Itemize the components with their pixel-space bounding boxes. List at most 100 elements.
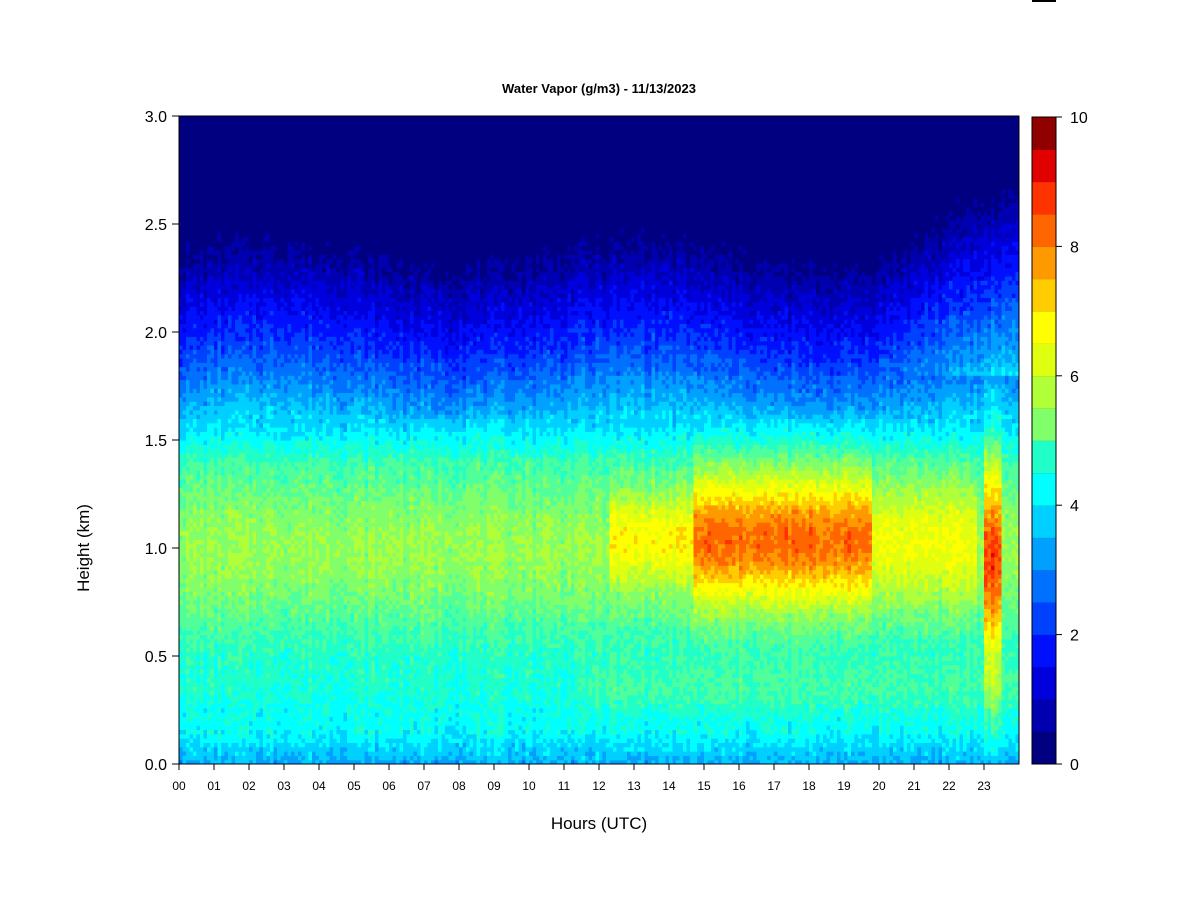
heatmap-cell	[245, 435, 250, 441]
heatmap-cell	[284, 172, 289, 178]
heatmap-cell	[259, 448, 264, 454]
heatmap-cell	[200, 370, 205, 376]
heatmap-cell	[259, 418, 264, 424]
heatmap-cell	[182, 202, 187, 208]
heatmap-cell	[259, 457, 264, 463]
heatmap-cell	[224, 310, 229, 316]
heatmap-cell	[231, 431, 236, 437]
heatmap-cell	[182, 176, 187, 182]
heatmap-cell	[280, 362, 285, 368]
heatmap-cell	[270, 539, 275, 545]
heatmap-cell	[221, 638, 226, 644]
heatmap-cell	[189, 746, 194, 752]
heatmap-cell	[249, 759, 254, 764]
heatmap-cell	[231, 608, 236, 614]
heatmap-cell	[221, 630, 226, 635]
heatmap-cell	[186, 137, 191, 143]
heatmap-cell	[189, 206, 194, 212]
heatmap-cell	[189, 297, 194, 303]
heatmap-cell	[270, 664, 275, 670]
heatmap-cell	[245, 383, 250, 389]
heatmap-cell	[273, 280, 278, 286]
heatmap-cell	[231, 746, 236, 752]
heatmap-cell	[203, 262, 208, 268]
heatmap-cell	[287, 133, 292, 139]
heatmap-cell	[284, 306, 289, 311]
heatmap-cell	[200, 224, 205, 229]
heatmap-cell	[189, 491, 194, 497]
heatmap-cell	[231, 176, 236, 182]
heatmap-cell	[224, 699, 229, 705]
heatmap-cell	[186, 288, 191, 294]
heatmap-cell	[291, 133, 296, 139]
heatmap-cell	[252, 483, 257, 489]
heatmap-cell	[182, 539, 187, 545]
heatmap-cell	[186, 414, 191, 419]
heatmap-cell	[203, 474, 208, 480]
heatmap-cell	[221, 116, 226, 121]
heatmap-cell	[287, 452, 292, 458]
heatmap-cell	[245, 444, 250, 450]
heatmap-cell	[217, 301, 222, 307]
heatmap-cell	[231, 461, 236, 467]
heatmap-cell	[245, 280, 250, 286]
heatmap-cell	[263, 128, 268, 134]
heatmap-cell	[221, 306, 226, 311]
heatmap-cell	[182, 751, 187, 756]
heatmap-cell	[252, 759, 257, 764]
heatmap-cell	[238, 440, 243, 445]
heatmap-cell	[266, 651, 271, 657]
heatmap-cell	[200, 185, 205, 191]
heatmap-cell	[186, 491, 191, 497]
heatmap-cell	[217, 673, 222, 679]
heatmap-cell	[207, 690, 212, 696]
heatmap-cell	[217, 582, 222, 588]
heatmap-cell	[270, 141, 275, 147]
heatmap-cell	[221, 535, 226, 540]
heatmap-cell	[259, 405, 264, 411]
heatmap-cell	[210, 379, 215, 385]
heatmap-cell	[291, 681, 296, 687]
heatmap-cell	[182, 612, 187, 618]
heatmap-cell	[196, 617, 201, 623]
heatmap-cell	[284, 405, 289, 411]
heatmap-cell	[273, 582, 278, 588]
heatmap-cell	[182, 759, 187, 764]
heatmap-cell	[186, 690, 191, 696]
heatmap-cell	[280, 202, 285, 208]
heatmap-cell	[277, 288, 282, 294]
heatmap-cell	[238, 556, 243, 562]
heatmap-cell	[273, 258, 278, 264]
heatmap-cell	[284, 759, 289, 764]
heatmap-cell	[252, 513, 257, 519]
heatmap-cell	[221, 530, 226, 536]
heatmap-cell	[217, 418, 222, 424]
heatmap-cell	[231, 444, 236, 450]
heatmap-cell	[231, 314, 236, 320]
heatmap-cell	[224, 133, 229, 139]
heatmap-cell	[221, 539, 226, 545]
heatmap-cell	[193, 643, 198, 648]
heatmap-cell	[217, 565, 222, 571]
heatmap-cell	[245, 656, 250, 661]
heatmap-cell	[189, 556, 194, 562]
heatmap-cell	[207, 720, 212, 726]
heatmap-cell	[284, 288, 289, 294]
heatmap-cell	[256, 755, 261, 761]
heatmap-cell	[200, 124, 205, 130]
heatmap-cell	[277, 224, 282, 229]
heatmap-cell	[196, 249, 201, 255]
heatmap-cell	[273, 172, 278, 178]
heatmap-cell	[207, 124, 212, 130]
heatmap-cell	[193, 280, 198, 286]
heatmap-cell	[231, 496, 236, 502]
heatmap-cell	[228, 474, 233, 480]
heatmap-cell	[200, 297, 205, 303]
heatmap-cell	[224, 332, 229, 337]
heatmap-cell	[228, 530, 233, 536]
heatmap-cell	[273, 686, 278, 692]
heatmap-cell	[259, 336, 264, 342]
heatmap-cell	[231, 180, 236, 186]
heatmap-cell	[280, 681, 285, 687]
heatmap-cell	[294, 755, 299, 761]
